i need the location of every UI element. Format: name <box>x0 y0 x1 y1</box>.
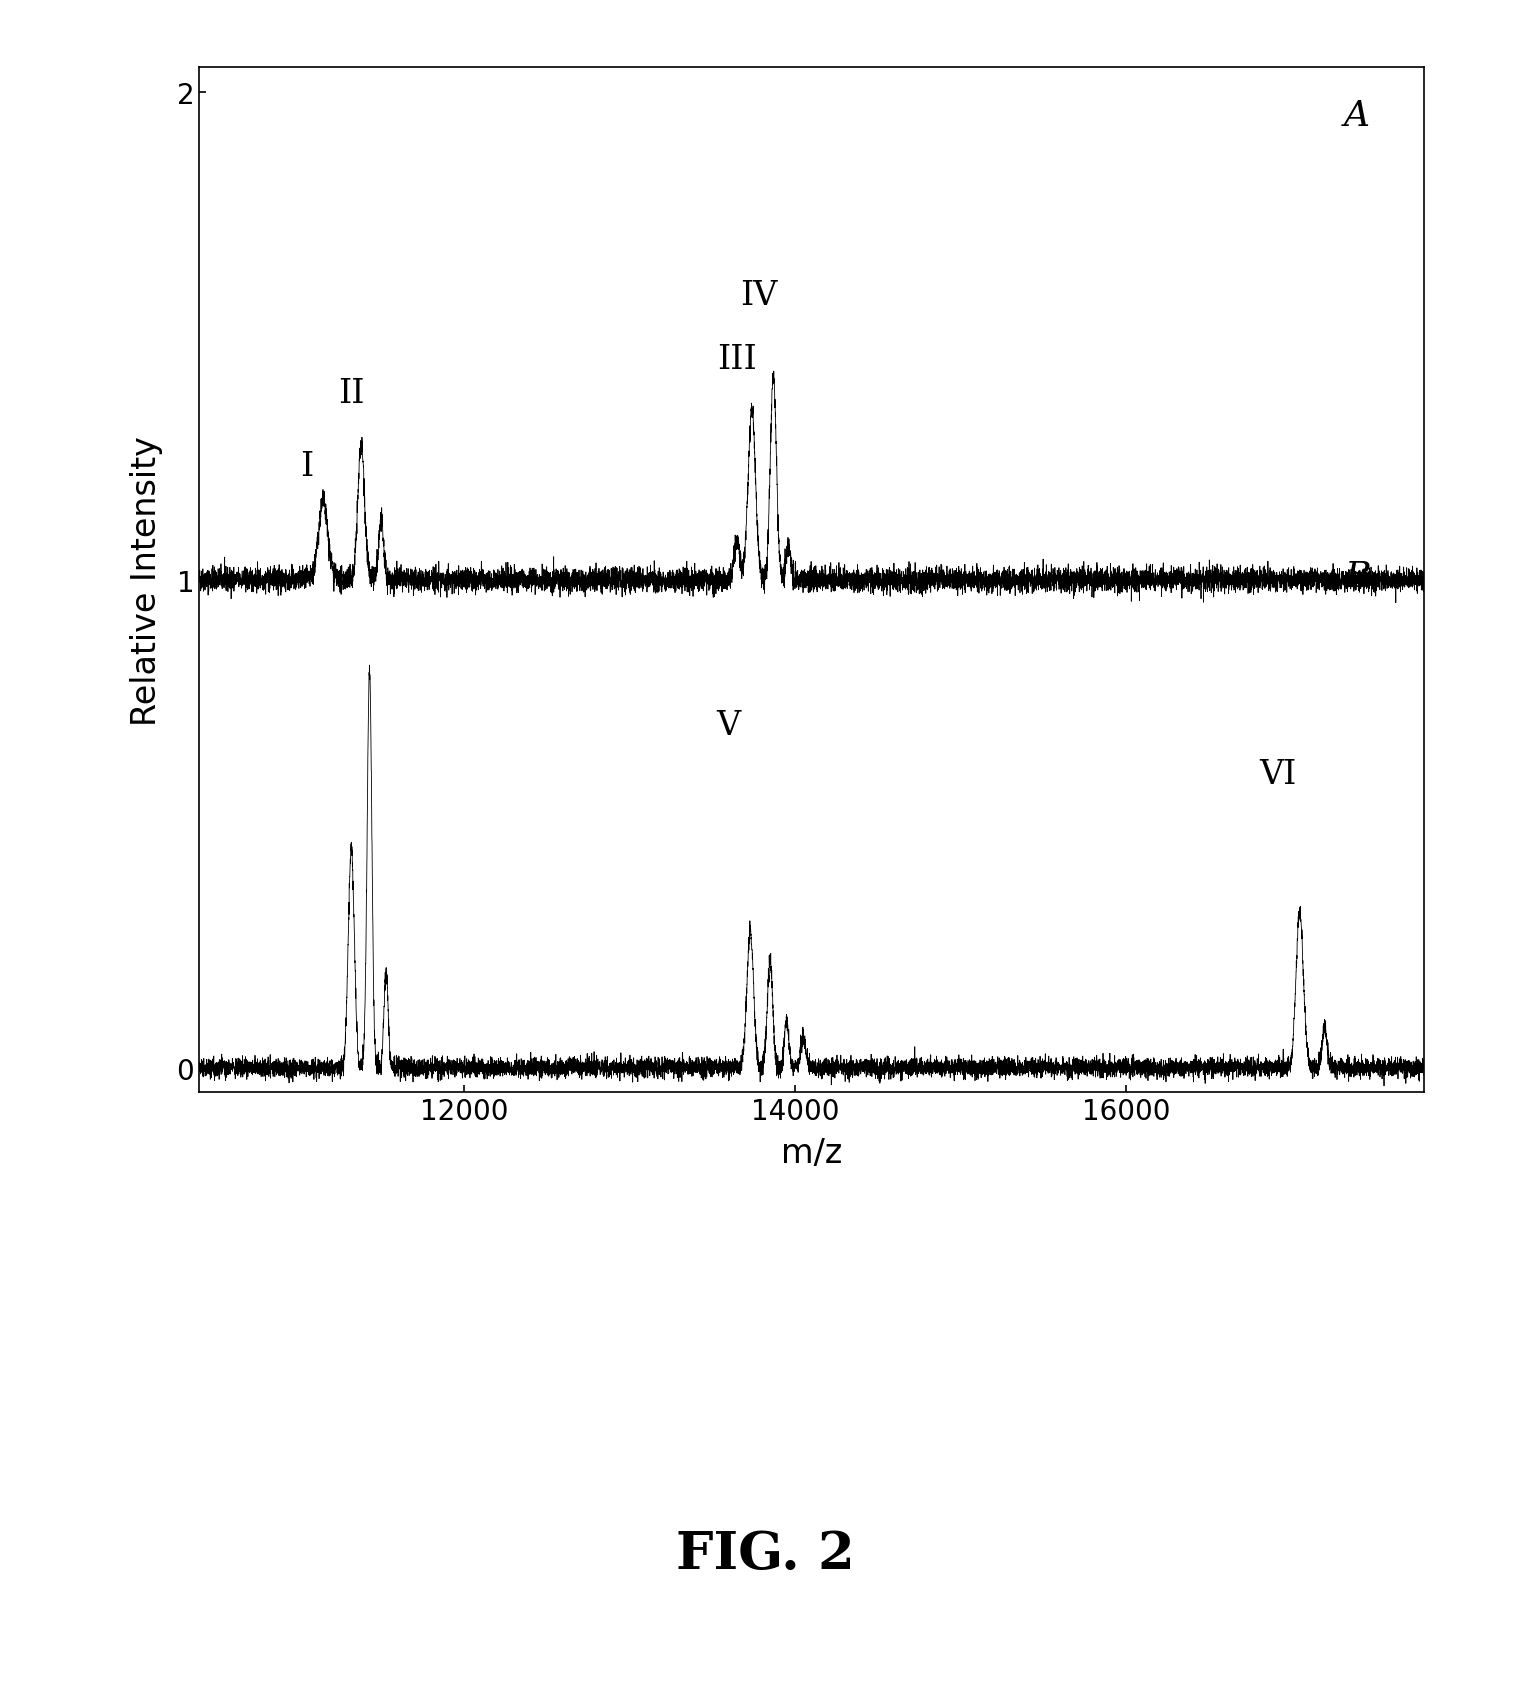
Text: III: III <box>717 343 756 376</box>
X-axis label: m/z: m/z <box>781 1137 842 1169</box>
Text: V: V <box>717 710 741 741</box>
Y-axis label: Relative Intensity: Relative Intensity <box>130 435 162 725</box>
Text: A: A <box>1344 99 1370 133</box>
Text: IV: IV <box>739 280 778 312</box>
Text: FIG. 2: FIG. 2 <box>677 1528 854 1579</box>
Text: II: II <box>338 377 364 410</box>
Text: I: I <box>300 451 314 483</box>
Text: B: B <box>1344 560 1370 594</box>
Text: VI: VI <box>1260 758 1297 790</box>
